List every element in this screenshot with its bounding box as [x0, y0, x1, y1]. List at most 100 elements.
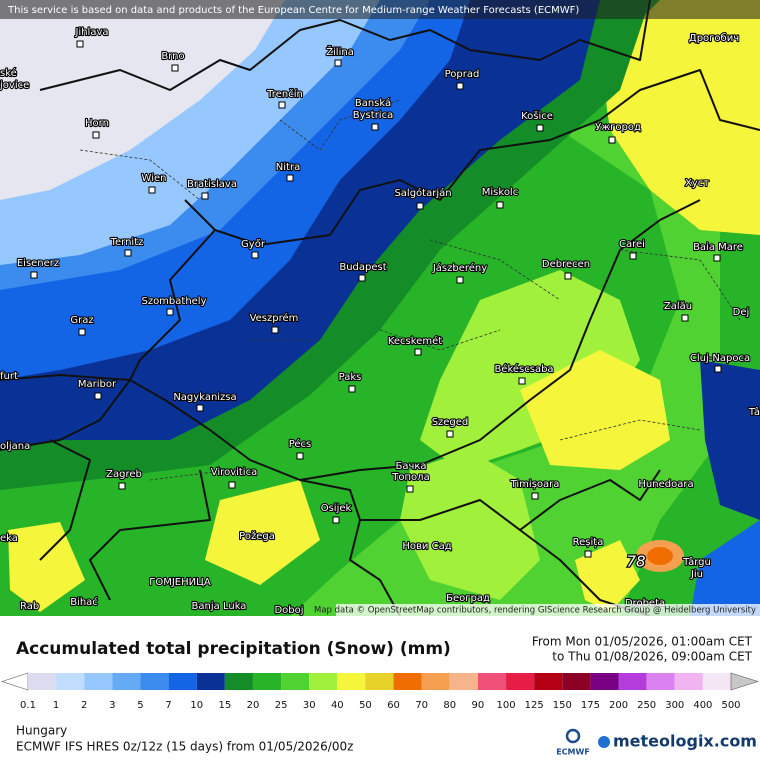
city-marker: [456, 82, 464, 90]
color-bar-box: [646, 673, 675, 690]
city-marker: [201, 192, 209, 200]
legend-tick-label: 60: [387, 700, 400, 711]
city-label: Дрогобич: [689, 33, 739, 44]
city-label: Београд: [446, 593, 490, 604]
city-label: Doboj: [274, 605, 303, 616]
city-marker: [30, 271, 38, 279]
city-marker: [171, 64, 179, 72]
color-bar-box: [112, 673, 141, 690]
city-label: Топола: [391, 472, 429, 483]
city-label: Miskolc: [482, 187, 518, 198]
city-label: Eisenerz: [17, 258, 59, 269]
city-marker: [496, 201, 504, 209]
color-bar-box: [168, 673, 197, 690]
color-bar-box: [196, 673, 225, 690]
legend-tick-label: 125: [525, 700, 544, 711]
ecmwf-text: ECMWF: [556, 748, 590, 757]
city-label: Rab: [20, 601, 39, 612]
city-label: Zagreb: [106, 469, 142, 480]
city-marker: [681, 314, 689, 322]
city-label: Nitra: [276, 162, 300, 173]
zone: [205, 480, 320, 585]
city-marker: [531, 492, 539, 500]
color-bar-arrow: [1, 672, 29, 691]
color-bar-box: [534, 673, 563, 690]
city-marker: [518, 377, 526, 385]
city-label: Carei: [619, 239, 645, 250]
city-marker: [76, 40, 84, 48]
color-bar-box: [365, 673, 394, 690]
city-label: ské: [0, 67, 17, 79]
color-bar-arrow: [730, 672, 759, 691]
region: Hungary: [16, 724, 67, 738]
city-marker: [629, 252, 637, 260]
city-label: Cluj-Napoca: [690, 353, 750, 364]
city-marker: [286, 174, 294, 182]
city-label: Nagykanizsa: [173, 392, 236, 403]
legend-tick-label: 400: [693, 700, 712, 711]
city-marker: [166, 308, 174, 316]
color-bar-box: [224, 673, 253, 690]
city-label: Kecskemét: [388, 335, 442, 347]
ecmwf-logo: [565, 728, 581, 744]
city-label: Dej: [733, 307, 750, 318]
legend-tick-label: 500: [721, 700, 740, 711]
city-marker: [358, 274, 366, 282]
legend-tick-label: 10: [190, 700, 203, 711]
legend-tick-label: 3: [109, 700, 115, 711]
city-label: Szombathely: [141, 296, 206, 307]
color-bar-box: [393, 673, 422, 690]
color-bar-box: [506, 673, 535, 690]
color-bar-box: [618, 673, 647, 690]
legend-tick-label: 150: [553, 700, 572, 711]
city-marker: [94, 392, 102, 400]
color-bar-box: [252, 673, 282, 690]
zone: [690, 520, 760, 616]
city-marker: [456, 276, 464, 284]
city-label: Pécs: [289, 438, 312, 450]
city-marker: [414, 348, 422, 356]
city-label: Veszprém: [250, 312, 299, 324]
city-label: Graz: [70, 315, 93, 326]
city-label: jovice: [0, 80, 29, 91]
city-label: Хуст: [685, 178, 709, 189]
zone: [290, 120, 720, 616]
model-run: ECMWF IFS HRES 0z/12z (15 days) from 01/…: [16, 740, 353, 754]
city-label: Banská: [355, 97, 391, 109]
city-marker: [228, 481, 236, 489]
color-bar-box: [477, 673, 507, 690]
color-bar-box: [562, 673, 591, 690]
zone: [700, 360, 760, 520]
city-marker: [332, 516, 340, 524]
border: [129, 199, 701, 481]
city-labels: Jihlava Brno Horn Wien Bratislava Trenčín Žili…: [0, 26, 760, 616]
city-label: Baia Mare: [693, 242, 743, 253]
city-label: Târgu: [682, 556, 711, 568]
city-label: Bystrica: [353, 110, 393, 121]
city-label: Bihać: [70, 596, 98, 608]
legend-tick-label: 80: [443, 700, 456, 711]
legend-tick-label: 25: [275, 700, 288, 711]
zone: [400, 450, 540, 600]
legend-title: Accumulated total precipitation (Snow) (…: [16, 639, 451, 659]
city-label: Békéscsaba: [494, 363, 553, 375]
city-label: Jászberény: [432, 262, 487, 274]
legend-tick-label: 300: [665, 700, 684, 711]
city-marker: [148, 186, 156, 194]
city-marker: [416, 202, 424, 210]
city-label: Salgótarján: [394, 187, 451, 199]
city-marker: [714, 365, 722, 373]
color-bar-box: [84, 673, 113, 690]
border: [79, 99, 741, 481]
city-label: Бачка: [395, 461, 426, 472]
city-marker: [271, 326, 279, 334]
city-label: Wien: [142, 173, 167, 184]
city-marker: [251, 251, 259, 259]
city-marker: [446, 430, 454, 438]
legend-tick-label: 1: [53, 700, 59, 711]
city-label: Banja Luka: [192, 601, 247, 612]
legend-tick-label: 40: [331, 700, 344, 711]
legend-tick-label: 90: [472, 700, 485, 711]
city-marker: [296, 452, 304, 460]
